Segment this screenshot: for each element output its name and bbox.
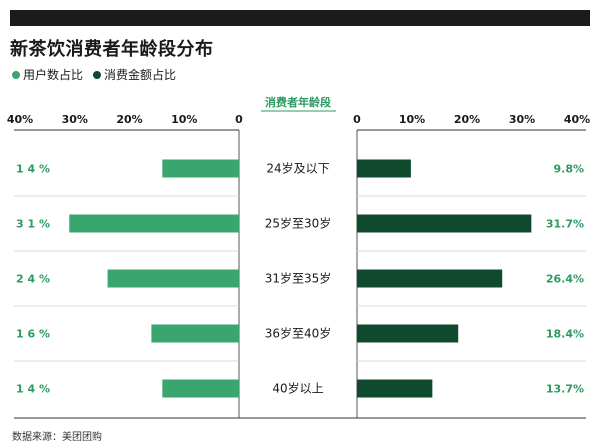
bar-spending xyxy=(357,159,411,178)
bar-spending xyxy=(357,379,433,398)
source-note: 数据来源：美团团购 xyxy=(12,432,102,443)
bar-users xyxy=(69,214,240,233)
bar-spending xyxy=(357,324,459,343)
right-axis-tick-label: 0 xyxy=(353,113,361,126)
legend-item-spending: 消费金额占比 xyxy=(93,66,176,83)
left-axis-tick-label: 0 xyxy=(235,113,243,126)
value-label-spending: 13.7% xyxy=(546,383,584,396)
value-label-users: 3 1 % xyxy=(16,218,50,231)
value-label-users: 2 4 % xyxy=(16,273,50,286)
chart-title: 新茶饮消费者年龄段分布 xyxy=(10,39,214,60)
legend-dot-spending xyxy=(93,70,102,79)
left-axis-tick-label: 40% xyxy=(7,113,33,126)
bar-users xyxy=(162,379,239,398)
legend-dot-users xyxy=(12,70,20,79)
right-axis-tick-label: 20% xyxy=(454,113,480,126)
left-axis-tick-label: 20% xyxy=(116,113,142,126)
top-banner-bar xyxy=(10,10,590,26)
legend: 用户数占比 消费金额占比 xyxy=(12,66,186,83)
right-axis-tick-label: 10% xyxy=(399,113,425,126)
category-label: 31岁至35岁 xyxy=(265,271,332,286)
value-label-spending: 18.4% xyxy=(546,328,584,341)
center-header: 消费者年龄段 xyxy=(265,95,331,109)
value-label-users: 1 6 % xyxy=(16,328,50,341)
bar-spending xyxy=(357,214,532,233)
category-label: 40岁以上 xyxy=(272,381,323,396)
value-label-spending: 26.4% xyxy=(546,273,584,286)
bar-users xyxy=(107,269,239,288)
value-label-spending: 31.7% xyxy=(546,218,584,231)
bar-users xyxy=(151,324,239,343)
right-axis-tick-label: 30% xyxy=(509,113,535,126)
category-label: 24岁及以下 xyxy=(266,161,329,176)
value-label-spending: 9.8% xyxy=(553,163,584,176)
bar-spending xyxy=(357,269,503,288)
category-label: 25岁至30岁 xyxy=(265,216,332,231)
left-axis-tick-label: 10% xyxy=(171,113,197,126)
legend-label-spending: 消费金额占比 xyxy=(104,68,177,82)
left-axis-tick-label: 30% xyxy=(62,113,88,126)
bar-users xyxy=(162,159,239,178)
value-label-users: 1 4 % xyxy=(16,163,50,176)
right-axis-tick-label: 40% xyxy=(564,113,590,126)
legend-item-users: 用户数占比 xyxy=(12,66,83,83)
value-label-users: 1 4 % xyxy=(16,383,50,396)
category-label: 36岁至40岁 xyxy=(265,326,332,341)
legend-label-users: 用户数占比 xyxy=(23,68,84,82)
